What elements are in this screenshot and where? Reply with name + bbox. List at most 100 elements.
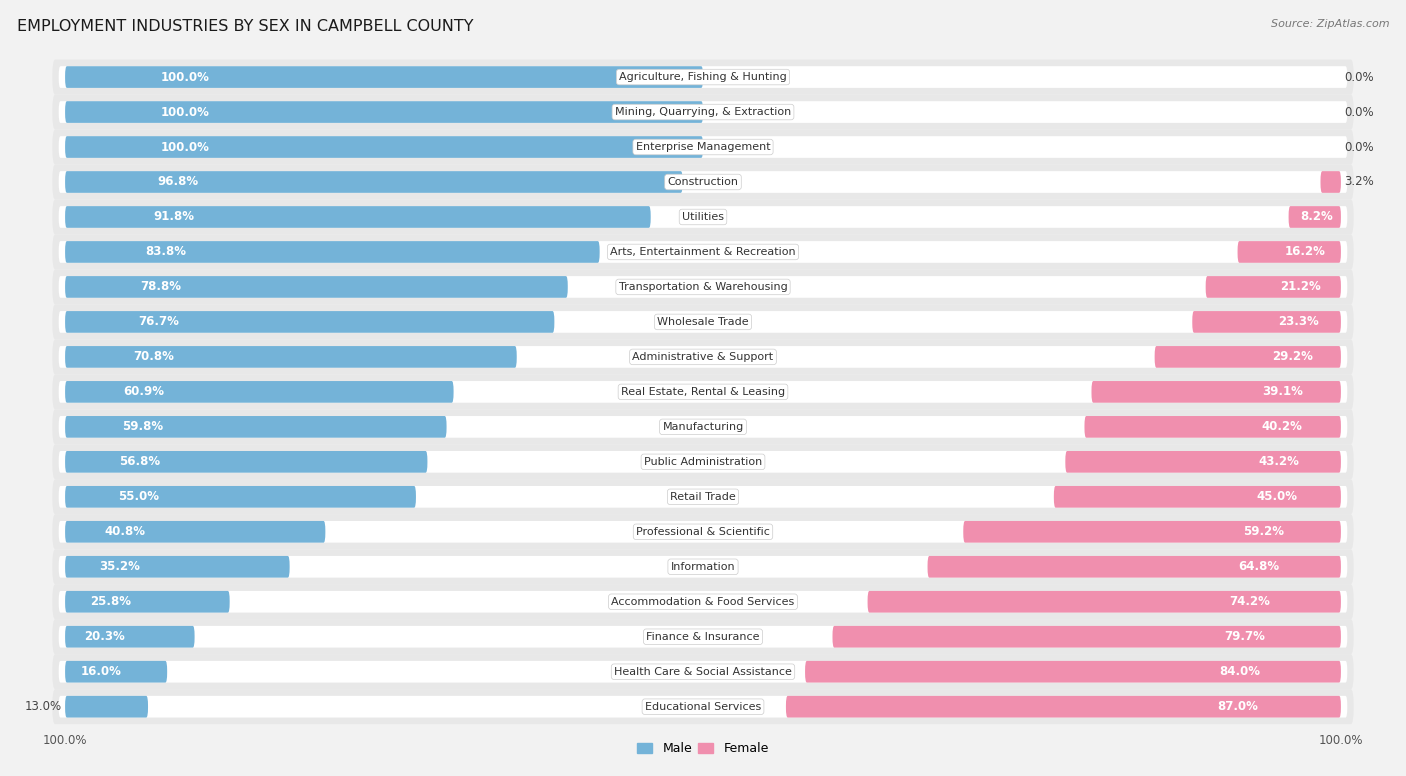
FancyBboxPatch shape <box>52 234 1354 269</box>
Text: 3.2%: 3.2% <box>1344 175 1374 189</box>
FancyBboxPatch shape <box>52 304 1354 339</box>
Text: 87.0%: 87.0% <box>1216 700 1257 713</box>
Text: 16.0%: 16.0% <box>80 665 121 678</box>
FancyBboxPatch shape <box>59 521 1347 542</box>
FancyBboxPatch shape <box>52 549 1354 584</box>
Text: Construction: Construction <box>668 177 738 187</box>
FancyBboxPatch shape <box>59 591 1347 612</box>
FancyBboxPatch shape <box>59 486 1347 508</box>
FancyBboxPatch shape <box>65 241 599 263</box>
Text: 55.0%: 55.0% <box>118 490 159 504</box>
Text: 91.8%: 91.8% <box>153 210 194 223</box>
FancyBboxPatch shape <box>52 95 1354 130</box>
FancyBboxPatch shape <box>52 654 1354 689</box>
Text: 23.3%: 23.3% <box>1278 315 1319 328</box>
Text: Accommodation & Food Services: Accommodation & Food Services <box>612 597 794 607</box>
FancyBboxPatch shape <box>868 591 1341 612</box>
Text: Agriculture, Fishing & Hunting: Agriculture, Fishing & Hunting <box>619 72 787 82</box>
FancyBboxPatch shape <box>52 689 1354 724</box>
Text: 100.0%: 100.0% <box>160 140 209 154</box>
Text: Professional & Scientific: Professional & Scientific <box>636 527 770 537</box>
FancyBboxPatch shape <box>52 374 1354 410</box>
FancyBboxPatch shape <box>52 445 1354 480</box>
FancyBboxPatch shape <box>1054 486 1341 508</box>
Text: 0.0%: 0.0% <box>1344 106 1374 119</box>
Text: 56.8%: 56.8% <box>120 456 160 469</box>
FancyBboxPatch shape <box>52 619 1354 654</box>
FancyBboxPatch shape <box>52 410 1354 445</box>
Text: Enterprise Management: Enterprise Management <box>636 142 770 152</box>
FancyBboxPatch shape <box>65 311 554 333</box>
Text: Information: Information <box>671 562 735 572</box>
FancyBboxPatch shape <box>1320 171 1341 193</box>
FancyBboxPatch shape <box>52 199 1354 234</box>
FancyBboxPatch shape <box>65 556 290 577</box>
Text: 13.0%: 13.0% <box>25 700 62 713</box>
FancyBboxPatch shape <box>52 514 1354 549</box>
FancyBboxPatch shape <box>65 591 229 612</box>
Text: 43.2%: 43.2% <box>1258 456 1299 469</box>
FancyBboxPatch shape <box>59 171 1347 193</box>
Text: Transportation & Warehousing: Transportation & Warehousing <box>619 282 787 292</box>
FancyBboxPatch shape <box>928 556 1341 577</box>
Text: Mining, Quarrying, & Extraction: Mining, Quarrying, & Extraction <box>614 107 792 117</box>
Text: Arts, Entertainment & Recreation: Arts, Entertainment & Recreation <box>610 247 796 257</box>
Text: Administrative & Support: Administrative & Support <box>633 352 773 362</box>
FancyBboxPatch shape <box>65 626 194 648</box>
Text: 84.0%: 84.0% <box>1219 665 1261 678</box>
Text: 79.7%: 79.7% <box>1223 630 1264 643</box>
FancyBboxPatch shape <box>59 346 1347 368</box>
Text: 83.8%: 83.8% <box>145 245 186 258</box>
FancyBboxPatch shape <box>65 661 167 683</box>
Text: 35.2%: 35.2% <box>98 560 139 573</box>
Text: 25.8%: 25.8% <box>90 595 131 608</box>
Text: 39.1%: 39.1% <box>1263 386 1303 398</box>
FancyBboxPatch shape <box>65 171 682 193</box>
Text: 100.0%: 100.0% <box>160 71 209 84</box>
FancyBboxPatch shape <box>65 66 703 88</box>
FancyBboxPatch shape <box>59 626 1347 648</box>
FancyBboxPatch shape <box>52 339 1354 374</box>
Text: 45.0%: 45.0% <box>1257 490 1298 504</box>
FancyBboxPatch shape <box>65 206 651 228</box>
FancyBboxPatch shape <box>52 165 1354 199</box>
Text: 64.8%: 64.8% <box>1237 560 1279 573</box>
FancyBboxPatch shape <box>59 66 1347 88</box>
FancyBboxPatch shape <box>65 101 703 123</box>
Text: 16.2%: 16.2% <box>1285 245 1326 258</box>
FancyBboxPatch shape <box>1192 311 1341 333</box>
Text: Utilities: Utilities <box>682 212 724 222</box>
Text: 59.2%: 59.2% <box>1243 525 1284 539</box>
FancyBboxPatch shape <box>59 276 1347 298</box>
FancyBboxPatch shape <box>59 101 1347 123</box>
FancyBboxPatch shape <box>52 584 1354 619</box>
FancyBboxPatch shape <box>59 206 1347 228</box>
Text: Real Estate, Rental & Leasing: Real Estate, Rental & Leasing <box>621 387 785 397</box>
FancyBboxPatch shape <box>59 136 1347 158</box>
Text: 8.2%: 8.2% <box>1301 210 1333 223</box>
FancyBboxPatch shape <box>65 416 447 438</box>
Text: 0.0%: 0.0% <box>1344 140 1374 154</box>
Text: 78.8%: 78.8% <box>141 280 181 293</box>
FancyBboxPatch shape <box>52 130 1354 165</box>
Text: 0.0%: 0.0% <box>1344 71 1374 84</box>
FancyBboxPatch shape <box>1091 381 1341 403</box>
Text: 74.2%: 74.2% <box>1229 595 1270 608</box>
FancyBboxPatch shape <box>963 521 1341 542</box>
FancyBboxPatch shape <box>1288 206 1341 228</box>
FancyBboxPatch shape <box>65 346 517 368</box>
Text: Wholesale Trade: Wholesale Trade <box>657 317 749 327</box>
FancyBboxPatch shape <box>59 696 1347 718</box>
FancyBboxPatch shape <box>59 311 1347 333</box>
FancyBboxPatch shape <box>52 60 1354 95</box>
Text: Public Administration: Public Administration <box>644 457 762 467</box>
FancyBboxPatch shape <box>65 521 325 542</box>
FancyBboxPatch shape <box>59 416 1347 438</box>
FancyBboxPatch shape <box>65 486 416 508</box>
Text: 100.0%: 100.0% <box>160 106 209 119</box>
Text: Source: ZipAtlas.com: Source: ZipAtlas.com <box>1271 19 1389 29</box>
FancyBboxPatch shape <box>59 556 1347 577</box>
Text: 70.8%: 70.8% <box>132 351 174 363</box>
Legend: Male, Female: Male, Female <box>633 737 773 760</box>
FancyBboxPatch shape <box>52 269 1354 304</box>
